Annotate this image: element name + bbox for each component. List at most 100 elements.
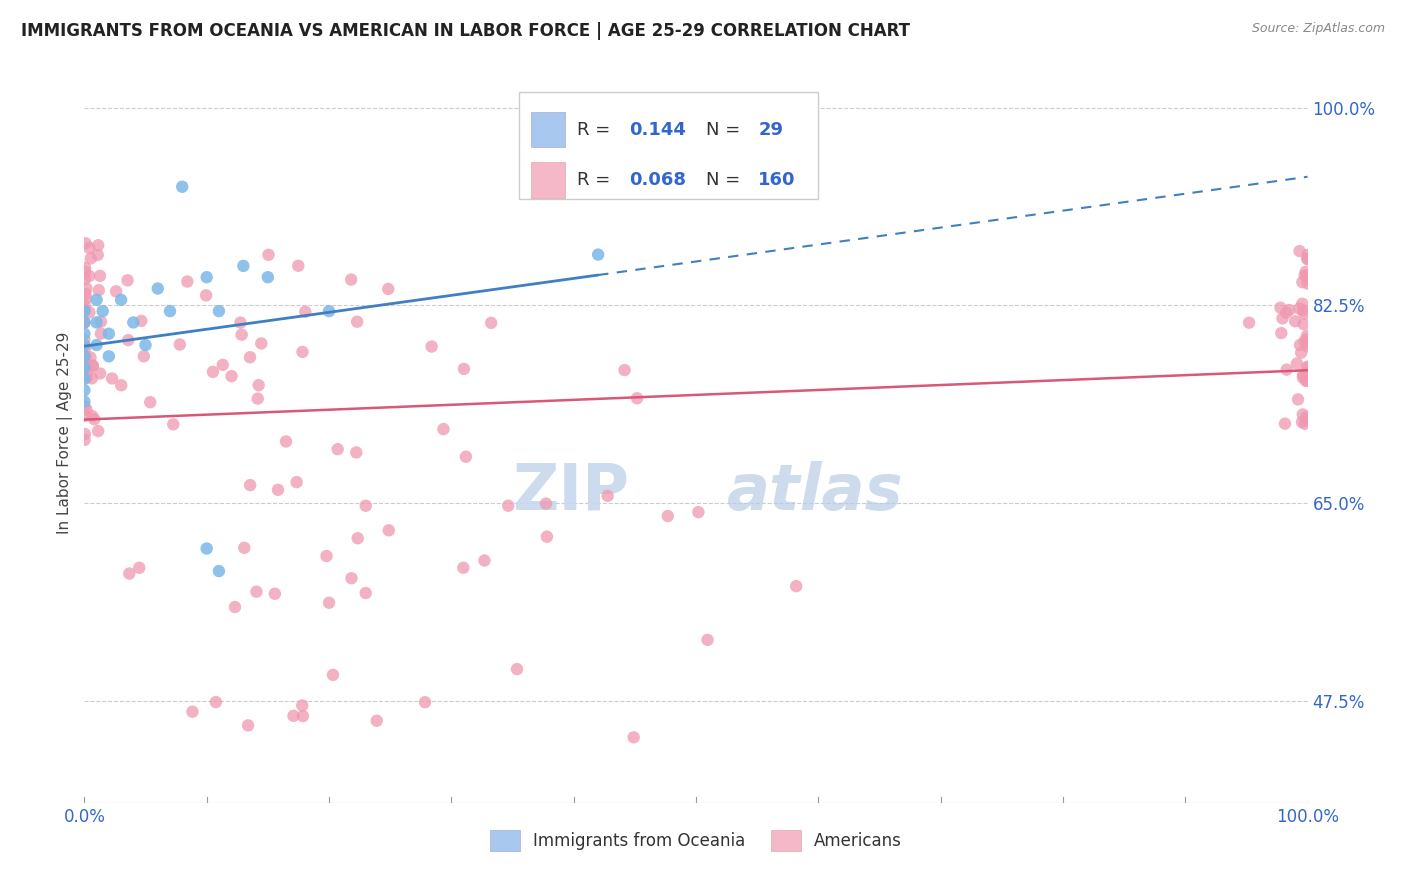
Point (86, 315, 108, 329)
Point (101, 371, 124, 385)
Point (479, 316, 502, 330)
Point (208, 304, 231, 318)
Point (1296, 359, 1319, 374)
Point (1296, 374, 1319, 388)
Point (536, 530, 558, 544)
Text: R =: R = (578, 171, 616, 189)
Text: R =: R = (578, 120, 616, 138)
Point (1296, 248, 1319, 262)
Point (287, 259, 309, 273)
Point (1291, 297, 1313, 311)
Point (453, 560, 475, 574)
Point (413, 695, 436, 709)
Point (294, 305, 316, 319)
Point (291, 345, 314, 359)
Point (1296, 360, 1319, 375)
Point (79, 268, 101, 283)
Point (80, 371, 103, 385)
Point (344, 445, 367, 459)
Point (1296, 328, 1319, 343)
Point (75, 260, 97, 275)
Point (76, 370, 98, 384)
Point (1296, 252, 1319, 266)
Point (326, 442, 349, 457)
Point (131, 314, 153, 328)
Point (596, 489, 619, 503)
Point (73, 302, 96, 317)
Point (86, 248, 108, 262)
Text: Source: ZipAtlas.com: Source: ZipAtlas.com (1251, 22, 1385, 36)
Point (1295, 410, 1317, 425)
Point (80, 252, 103, 266)
Point (73, 316, 96, 330)
Point (73, 360, 96, 375)
Point (377, 282, 399, 296)
Point (132, 349, 155, 363)
Point (366, 714, 388, 728)
Point (1284, 314, 1306, 328)
Point (239, 350, 262, 364)
Point (83, 412, 105, 426)
Point (1292, 370, 1315, 384)
Point (73, 427, 96, 442)
Point (76, 365, 98, 379)
Point (75, 286, 97, 301)
Point (586, 247, 609, 261)
Text: 0.068: 0.068 (628, 171, 686, 189)
Point (73, 304, 96, 318)
Point (534, 497, 557, 511)
Point (87, 238, 110, 252)
Point (73, 315, 96, 329)
Point (322, 668, 344, 682)
Point (1295, 332, 1317, 346)
Point (1292, 408, 1315, 422)
Point (82, 359, 104, 373)
Text: 0.144: 0.144 (628, 120, 686, 138)
Point (453, 362, 475, 376)
Point (231, 327, 253, 342)
Point (105, 285, 128, 299)
Text: 29: 29 (758, 120, 783, 138)
Point (86, 293, 108, 307)
Point (97, 349, 120, 363)
Point (221, 369, 243, 384)
Point (257, 270, 280, 285)
Text: 160: 160 (758, 171, 796, 189)
Point (245, 584, 267, 599)
Point (1292, 368, 1315, 382)
Point (263, 587, 285, 601)
Point (73, 394, 96, 409)
Point (73, 383, 96, 397)
Point (73, 349, 96, 363)
Point (1292, 303, 1315, 318)
Point (224, 599, 246, 614)
Point (110, 378, 132, 392)
Point (696, 632, 718, 647)
Point (1295, 367, 1317, 381)
Point (117, 273, 139, 287)
Point (1289, 345, 1312, 359)
Point (1294, 268, 1316, 283)
Point (90, 326, 112, 341)
Point (87, 424, 110, 438)
Point (76, 402, 98, 417)
Point (211, 358, 233, 372)
Point (195, 270, 218, 285)
Point (75, 281, 97, 295)
Point (75, 349, 97, 363)
Point (79, 241, 101, 255)
Point (162, 417, 184, 432)
Point (73, 338, 96, 352)
Point (623, 731, 645, 745)
Point (1296, 412, 1319, 426)
Point (97, 326, 120, 341)
Point (1295, 265, 1317, 279)
Point (73, 360, 96, 375)
Point (1291, 415, 1313, 429)
Point (73, 333, 96, 347)
Point (73, 265, 96, 279)
Point (75, 236, 97, 251)
Point (195, 288, 218, 302)
Point (82, 359, 104, 373)
Point (626, 391, 648, 405)
